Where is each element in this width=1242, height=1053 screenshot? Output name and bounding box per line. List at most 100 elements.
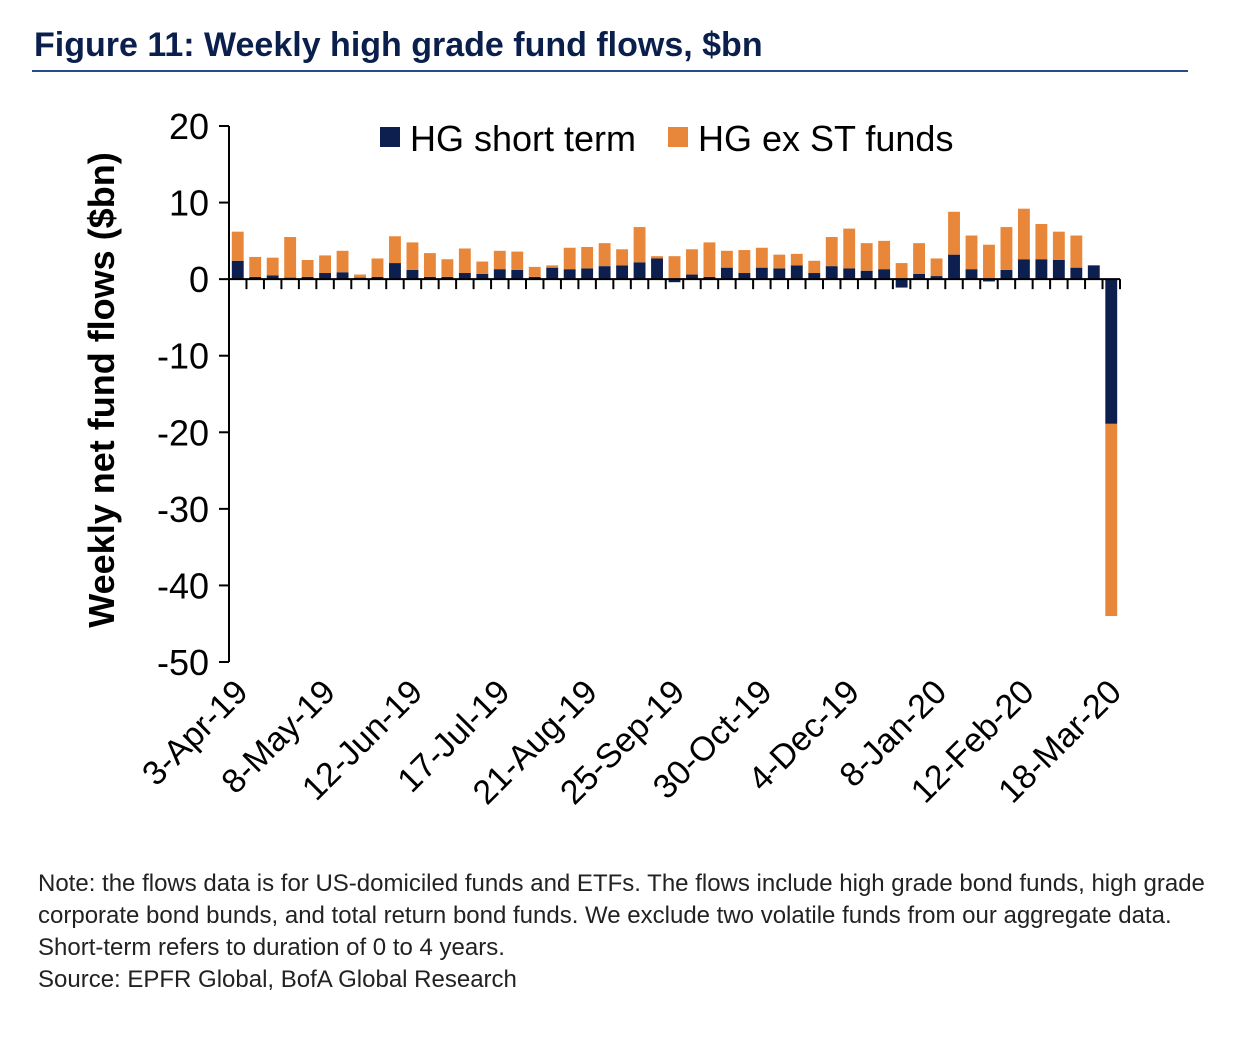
bar-hg-short-term — [913, 273, 926, 280]
bar-hg-short-term — [528, 276, 541, 280]
bar-hg-short-term — [1017, 259, 1030, 280]
bar-hg-ex-st-funds — [720, 250, 733, 268]
bar-hg-short-term — [930, 276, 943, 280]
bar-hg-short-term — [319, 273, 332, 280]
bar-hg-short-term — [441, 276, 454, 280]
bar-hg-short-term — [878, 269, 891, 280]
y-tick-label: -20 — [157, 412, 209, 453]
bar-hg-ex-st-funds — [493, 250, 506, 270]
bar-hg-short-term — [651, 258, 663, 280]
bar-hg-ex-st-funds — [231, 231, 244, 261]
bar-hg-ex-st-funds — [983, 244, 995, 280]
y-tick-label: -30 — [157, 489, 209, 530]
bar-hg-ex-st-funds — [441, 259, 454, 277]
legend-swatch — [668, 127, 688, 147]
figure-title: Figure 11: Weekly high grade fund flows,… — [34, 26, 763, 64]
bar-hg-short-term — [633, 262, 646, 280]
bar-hg-ex-st-funds — [686, 249, 698, 275]
bar-hg-short-term — [755, 267, 768, 280]
bar-hg-ex-st-funds — [371, 258, 384, 277]
bar-hg-ex-st-funds — [336, 250, 349, 273]
bar-hg-short-term — [231, 260, 244, 280]
bar-hg-ex-st-funds — [423, 253, 436, 277]
bars-group — [231, 208, 1118, 617]
legend-swatch — [380, 127, 400, 147]
bar-hg-ex-st-funds — [633, 227, 646, 263]
bar-hg-ex-st-funds — [668, 256, 681, 280]
bar-hg-ex-st-funds — [825, 237, 838, 267]
bar-hg-ex-st-funds — [843, 228, 856, 269]
bar-hg-short-term — [511, 269, 524, 280]
stacked-bar-chart: 20 10 0 -10 -20 -30 -40 -50 3-Apr-198-May-1912-… — [81, 106, 1129, 812]
bar-hg-short-term — [1052, 260, 1065, 280]
bar-hg-ex-st-funds — [1052, 231, 1065, 260]
bar-hg-ex-st-funds — [1105, 423, 1118, 617]
bar-hg-ex-st-funds — [581, 246, 594, 269]
bar-hg-ex-st-funds — [790, 253, 803, 266]
bar-hg-ex-st-funds — [913, 243, 926, 274]
title-divider — [32, 70, 1188, 72]
y-tick-label: -50 — [157, 642, 209, 683]
footnotes: Note: the flows data is for US-domiciled… — [38, 868, 1208, 996]
bar-hg-short-term — [458, 273, 471, 280]
note-text: Note: the flows data is for US-domiciled… — [38, 870, 1205, 961]
y-axis: 20 10 0 -10 -20 -30 -40 -50 — [157, 106, 230, 683]
bar-hg-short-term — [738, 273, 751, 280]
bar-hg-ex-st-funds — [965, 235, 978, 270]
bar-hg-short-term — [790, 265, 803, 280]
bar-hg-ex-st-funds — [458, 248, 471, 274]
bar-hg-short-term — [1087, 265, 1100, 280]
bar-hg-ex-st-funds — [738, 250, 751, 274]
bar-hg-short-term — [249, 276, 262, 280]
bar-hg-ex-st-funds — [319, 255, 332, 274]
bar-hg-short-term — [616, 265, 629, 280]
bar-hg-short-term — [720, 267, 733, 280]
bar-hg-ex-st-funds — [948, 211, 960, 255]
y-tick-label: -10 — [157, 336, 209, 377]
bar-hg-ex-st-funds — [1017, 208, 1030, 260]
bar-hg-short-term — [389, 263, 401, 280]
bar-hg-ex-st-funds — [406, 242, 419, 270]
bar-hg-short-term — [423, 276, 436, 280]
bar-hg-ex-st-funds — [930, 258, 943, 277]
bar-hg-short-term — [773, 268, 786, 280]
bar-hg-short-term — [843, 268, 856, 280]
bar-hg-ex-st-funds — [808, 260, 821, 274]
bar-hg-ex-st-funds — [773, 254, 786, 269]
bar-hg-short-term — [686, 274, 698, 280]
bar-hg-ex-st-funds — [1035, 224, 1048, 260]
bar-hg-short-term — [1070, 267, 1083, 280]
bar-hg-short-term — [825, 266, 838, 280]
bar-hg-ex-st-funds — [878, 240, 891, 270]
y-tick-label: -40 — [157, 565, 209, 606]
bar-hg-short-term — [983, 279, 995, 282]
bar-hg-short-term — [581, 268, 594, 280]
legend: HG short term HG ex ST funds — [380, 118, 953, 159]
bar-hg-ex-st-funds — [511, 251, 524, 270]
y-tick-label: 0 — [189, 259, 209, 300]
bar-hg-ex-st-funds — [476, 261, 489, 274]
y-axis-label: Weekly net fund flows ($bn) — [81, 152, 122, 627]
bar-hg-ex-st-funds — [755, 247, 768, 268]
bar-hg-ex-st-funds — [1070, 235, 1083, 268]
bar-hg-short-term — [493, 269, 506, 280]
bar-hg-ex-st-funds — [528, 266, 541, 277]
bar-hg-short-term — [598, 266, 611, 280]
bar-hg-short-term — [336, 272, 349, 280]
bar-hg-short-term — [1000, 269, 1013, 280]
bar-hg-short-term — [895, 279, 908, 288]
bar-hg-ex-st-funds — [284, 237, 297, 278]
bar-hg-short-term — [965, 269, 978, 280]
legend-label: HG short term — [410, 118, 636, 159]
source-text: Source: EPFR Global, BofA Global Researc… — [38, 966, 517, 993]
bar-hg-short-term — [546, 267, 559, 280]
bar-hg-short-term — [406, 269, 419, 280]
bar-hg-ex-st-funds — [563, 247, 576, 270]
bar-hg-short-term — [948, 254, 960, 280]
bar-hg-short-term — [476, 273, 489, 280]
bar-hg-short-term — [668, 279, 681, 283]
bar-hg-ex-st-funds — [249, 256, 262, 277]
y-tick-label: 20 — [169, 106, 209, 147]
bar-hg-ex-st-funds — [546, 265, 559, 268]
bar-hg-short-term — [1035, 259, 1048, 280]
